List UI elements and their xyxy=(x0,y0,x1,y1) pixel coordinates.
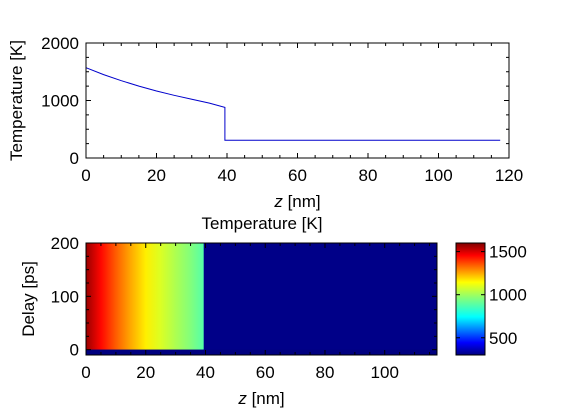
heatmap-y-tick-label: 0 xyxy=(70,341,79,360)
heatmap-x-tick-label: 60 xyxy=(256,363,275,382)
temperature-line xyxy=(85,67,501,141)
heatmap-x-tick-label: 20 xyxy=(136,363,155,382)
colorbar: 500 1000 1500 xyxy=(455,242,527,356)
heatmap-pre-zero-strip xyxy=(86,349,437,355)
line-plot-x-axis-label: z [nm] xyxy=(273,192,320,211)
heatmap-x-axis-var: z xyxy=(237,389,247,408)
heatmap-x-tick-label: 80 xyxy=(316,363,335,382)
line-plot-y-tick-label: 2000 xyxy=(41,34,79,53)
colorbar-tick-label: 1000 xyxy=(489,286,527,305)
colorbar-ticks xyxy=(456,251,485,339)
colorbar-tick-label: 1500 xyxy=(489,243,527,262)
heatmap-x-axis-label: z [nm] xyxy=(237,389,284,408)
line-plot-x-tick-label: 60 xyxy=(288,166,307,185)
heatmap-frame xyxy=(85,242,438,356)
line-plot-x-tick-label: 20 xyxy=(147,166,166,185)
heatmap-gradient-region xyxy=(86,243,204,350)
heatmap-plot: Temperature [K] 0 20 40 60 80 100 0 100 200 z [… xyxy=(19,214,438,408)
heatmap-y-tick-label: 200 xyxy=(51,234,79,253)
line-plot-x-tick-labels: 0 20 40 60 80 100 120 xyxy=(81,166,523,185)
heatmap-y-tick-labels: 0 100 200 xyxy=(51,234,79,360)
colorbar-tick-labels: 500 1000 1500 xyxy=(489,243,527,348)
line-plot-x-tick-label: 80 xyxy=(359,166,378,185)
heatmap-x-tick-labels: 0 20 40 60 80 100 xyxy=(81,363,399,382)
line-plot-y-tick-label: 0 xyxy=(70,149,79,168)
line-plot-x-tick-label: 0 xyxy=(81,166,90,185)
heatmap-x-tick-label: 100 xyxy=(371,363,399,382)
heatmap-y-tick-label: 100 xyxy=(51,287,79,306)
heatmap-x-tick-label: 0 xyxy=(81,363,90,382)
colorbar-gradient xyxy=(455,242,486,356)
line-plot-x-tick-label: 40 xyxy=(218,166,237,185)
line-plot-frame xyxy=(85,42,510,159)
heatmap-x-tick-label: 40 xyxy=(196,363,215,382)
line-plot-x-axis-var: z xyxy=(273,192,283,211)
line-plot: 0 20 40 60 80 100 120 0 1000 2000 z [nm] Tempera… xyxy=(7,34,523,211)
heatmap-x-axis-unit: [nm] xyxy=(247,389,285,408)
line-plot-y-axis-label: Temperature [K] xyxy=(7,40,26,161)
heatmap-y-axis-label: Delay [ps] xyxy=(19,261,38,337)
line-plot-x-tick-label: 120 xyxy=(495,166,523,185)
line-plot-ticks xyxy=(85,42,510,159)
line-plot-y-tick-labels: 0 1000 2000 xyxy=(41,34,79,168)
colorbar-tick-label: 500 xyxy=(489,329,517,348)
heatmap-title: Temperature [K] xyxy=(202,214,323,233)
line-plot-x-tick-label: 100 xyxy=(424,166,452,185)
line-plot-y-tick-label: 1000 xyxy=(41,92,79,111)
line-plot-x-axis-unit: [nm] xyxy=(283,192,321,211)
